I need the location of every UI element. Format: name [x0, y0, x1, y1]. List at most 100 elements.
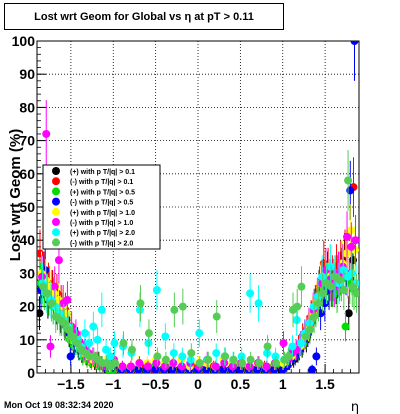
data-point — [152, 359, 161, 368]
data-point — [263, 349, 272, 358]
data-point — [301, 332, 310, 341]
timestamp: Mon Oct 19 08:32:34 2020 — [4, 400, 114, 410]
y-tick-label: 90 — [19, 66, 35, 82]
data-point — [344, 309, 353, 318]
data-point — [255, 359, 264, 368]
y-tick-label: 30 — [19, 265, 35, 281]
data-point — [312, 352, 321, 361]
data-point — [341, 322, 350, 331]
data-point — [177, 362, 186, 371]
data-point — [169, 349, 178, 358]
data-point — [246, 355, 255, 364]
data-point — [118, 362, 127, 371]
x-tick-label: −0.5 — [142, 376, 170, 392]
legend-entry: (+) with p T/|q| > 0.5 — [70, 189, 135, 196]
data-point — [135, 305, 144, 314]
y-tick-label: 10 — [19, 332, 35, 348]
data-point — [42, 129, 51, 138]
data-point — [161, 355, 170, 364]
data-point — [212, 349, 221, 358]
data-point — [237, 352, 246, 361]
legend-entry: (-) with p T/|q| > 2.0 — [70, 240, 133, 247]
data-point — [127, 345, 136, 354]
data-point — [178, 302, 187, 311]
data-point — [85, 339, 94, 348]
data-point — [245, 362, 254, 371]
data-points — [37, 41, 359, 373]
data-point — [212, 312, 221, 321]
data-point — [80, 329, 89, 338]
data-point — [37, 272, 46, 281]
y-tick-label: 80 — [19, 99, 35, 115]
legend-marker — [52, 187, 60, 196]
y-tick-label: 40 — [19, 232, 35, 248]
data-point — [66, 352, 75, 361]
x-tick-label: 1 — [279, 376, 287, 392]
legend-entry: (+) with p T/|q| > 2.0 — [70, 230, 135, 237]
data-point — [161, 332, 170, 341]
data-point — [314, 299, 323, 308]
data-point — [37, 249, 44, 258]
data-point — [305, 319, 314, 328]
data-point — [346, 186, 355, 195]
data-point — [47, 299, 56, 308]
data-point — [297, 282, 306, 291]
data-point — [135, 359, 144, 368]
data-point — [37, 309, 44, 318]
data-point — [339, 266, 348, 275]
x-tick-label: 0.5 — [231, 376, 251, 392]
legend-marker — [52, 228, 60, 237]
data-point — [293, 302, 302, 311]
data-point — [352, 289, 359, 298]
data-point — [50, 282, 59, 291]
data-point — [308, 365, 317, 373]
legend-box — [42, 164, 161, 250]
chart-title: Lost wrt Geom for Global vs η at pT > 0.… — [4, 3, 284, 30]
x-tick-label: 0 — [194, 376, 202, 392]
data-point — [346, 226, 355, 235]
data-point — [221, 352, 230, 361]
data-point — [169, 359, 178, 368]
data-point — [160, 362, 169, 371]
data-point — [93, 335, 102, 344]
data-point — [347, 242, 356, 251]
data-point — [254, 299, 263, 308]
data-point — [153, 352, 162, 361]
y-tick-label: 70 — [19, 133, 35, 149]
data-point — [64, 325, 73, 334]
data-point — [272, 359, 281, 368]
data-point — [178, 352, 187, 361]
data-point — [43, 289, 52, 298]
legend-marker — [52, 197, 60, 206]
legend-entry: (-) with p T/|q| > 1.0 — [70, 220, 133, 227]
legend-entry: (-) with p T/|q| > 0.5 — [70, 200, 133, 207]
data-point — [102, 345, 111, 354]
legend: (+) with p T/|q| > 0.1 (-) with p T/|q| >… — [42, 164, 161, 250]
data-point — [318, 272, 327, 281]
legend-marker — [52, 238, 60, 247]
x-axis-label: η — [351, 400, 359, 414]
data-point — [60, 319, 69, 328]
data-point — [54, 256, 63, 265]
data-point — [126, 362, 135, 371]
data-point — [351, 236, 359, 245]
data-point — [143, 362, 152, 371]
data-point — [106, 352, 115, 361]
y-tick-label: 0 — [27, 365, 35, 381]
data-point — [187, 349, 196, 358]
data-point — [62, 309, 71, 318]
data-point — [39, 282, 48, 291]
data-point — [219, 365, 228, 373]
data-point — [342, 249, 351, 258]
data-point — [134, 365, 143, 373]
y-tick-label: 100 — [12, 33, 36, 49]
data-point — [284, 352, 293, 361]
data-point — [144, 329, 153, 338]
legend-marker — [52, 167, 60, 175]
data-point — [327, 282, 336, 291]
data-point — [72, 339, 81, 348]
data-point — [344, 176, 353, 185]
data-point — [271, 352, 280, 361]
data-point — [348, 282, 357, 291]
